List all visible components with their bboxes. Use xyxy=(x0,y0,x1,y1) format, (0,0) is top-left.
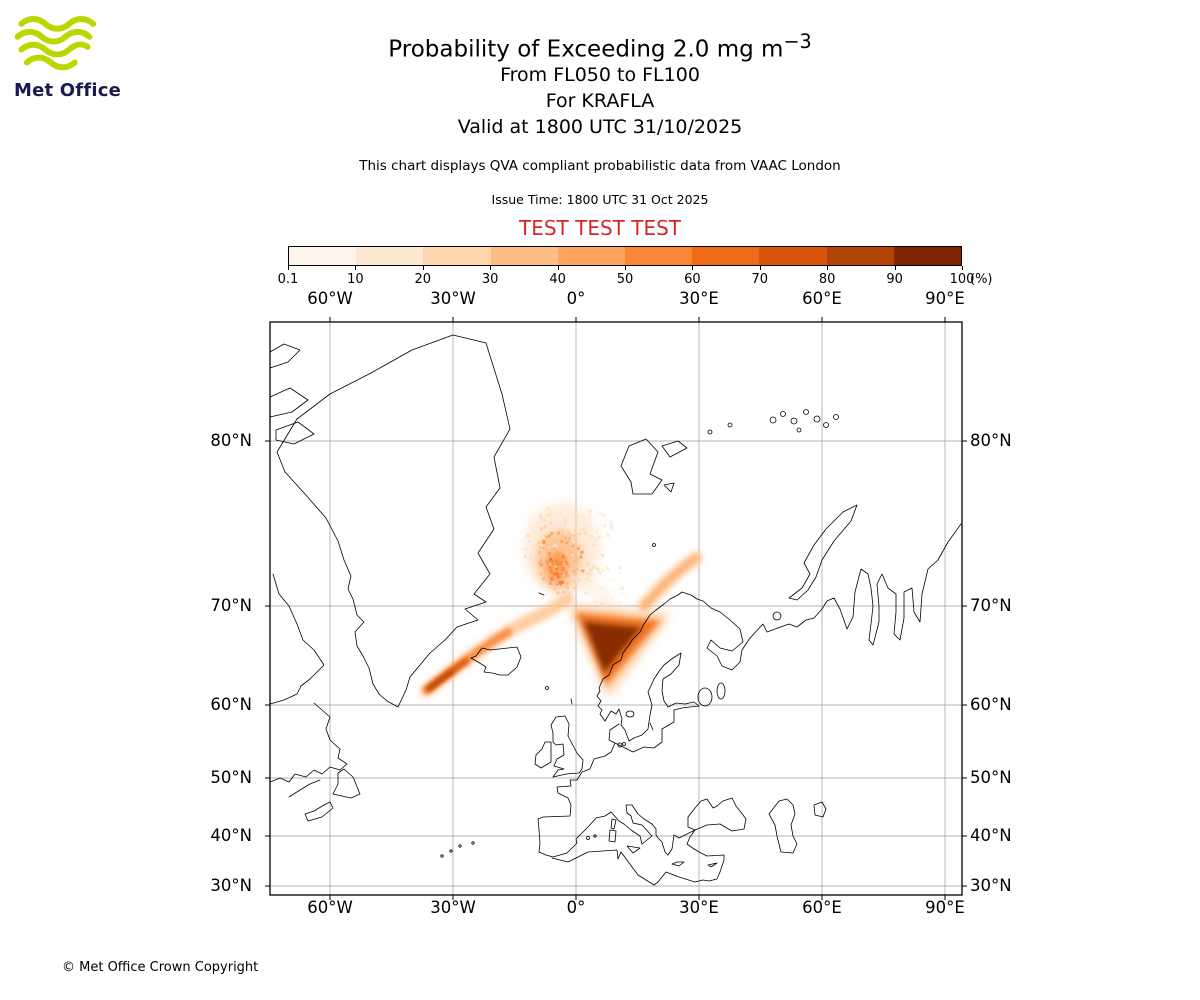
issue-time: Issue Time: 1800 UTC 31 Oct 2025 xyxy=(491,192,709,207)
longitude-label: 90°E xyxy=(925,289,965,308)
subtitle-volcano: For KRAFLA xyxy=(545,90,655,112)
colorbar-tick-label: 50 xyxy=(600,266,650,287)
subtitle-flight-levels: From FL050 to FL100 xyxy=(500,64,700,86)
colorbar-segment xyxy=(490,247,558,265)
latitude-label: 30°N xyxy=(970,876,1012,895)
colorbar-segments xyxy=(288,246,962,266)
latitude-label: 30°N xyxy=(210,876,252,895)
latitude-label: 40°N xyxy=(210,826,252,845)
colorbar-tick-label: 100 xyxy=(937,266,987,287)
copyright-text: © Met Office Crown Copyright xyxy=(62,960,259,975)
longitude-label: 0° xyxy=(566,898,586,917)
latitude-label: 60°N xyxy=(210,695,252,714)
latitude-label: 50°N xyxy=(970,768,1012,787)
title-exponent: −3 xyxy=(783,30,812,53)
longitude-label: 60°E xyxy=(802,289,842,308)
met-office-waves-icon xyxy=(14,16,97,71)
colorbar-tick-label: 20 xyxy=(398,266,448,287)
longitude-label: 30°W xyxy=(430,289,476,308)
qva-note: This chart displays QVA compliant probab… xyxy=(359,158,841,174)
coastlines xyxy=(269,334,962,886)
latitude-label: 70°N xyxy=(970,596,1012,615)
latitude-label: 80°N xyxy=(970,431,1012,450)
colorbar-segment xyxy=(423,247,491,265)
longitude-label: 30°E xyxy=(679,898,719,917)
longitude-label: 30°E xyxy=(679,289,719,308)
colorbar-segment xyxy=(893,247,962,265)
colorbar-tick-label: 0.1 xyxy=(263,266,313,287)
colorbar-tick-label: 60 xyxy=(667,266,717,287)
longitude-label: 0° xyxy=(566,289,586,308)
met-office-logo: Met Office xyxy=(14,16,134,101)
subtitle-valid-time: Valid at 1800 UTC 31/10/2025 xyxy=(457,116,743,138)
colorbar-segment xyxy=(759,247,827,265)
colorbar-tick-label: 80 xyxy=(802,266,852,287)
diffuse-plume-speckles xyxy=(522,507,632,606)
colorbar-tick-label: 10 xyxy=(330,266,380,287)
colorbar-tick-label: 30 xyxy=(465,266,515,287)
ash-plume-norway xyxy=(568,550,704,697)
colorbar-tick-labels: 0.1 10 20 30 40 50 60 70 80 90 100 xyxy=(278,266,974,288)
colorbar-segment xyxy=(692,247,760,265)
map-canvas xyxy=(265,317,967,900)
colorbar-segment xyxy=(557,247,626,265)
latitude-label: 80°N xyxy=(210,431,252,450)
colorbar-unit: (%) xyxy=(970,272,993,287)
bottom-lon-labels: 60°W 30°W 0° 30°E 60°E 90°E xyxy=(270,898,965,920)
map-border xyxy=(269,321,963,896)
page-title: Probability of Exceeding 2.0 mg m−3 xyxy=(0,30,1200,63)
longitude-label: 30°W xyxy=(430,898,476,917)
latitude-label: 60°N xyxy=(970,695,1012,714)
axis-ticks xyxy=(265,317,967,900)
colorbar-segment xyxy=(356,247,424,265)
right-lat-labels: 80°N 70°N 60°N 50°N 40°N 30°N xyxy=(968,322,1034,895)
colorbar-tick-label: 70 xyxy=(735,266,785,287)
longitude-label: 90°E xyxy=(925,898,965,917)
colorbar-segment xyxy=(289,247,357,265)
colorbar-tick-label: 40 xyxy=(533,266,583,287)
left-lat-labels: 80°N 70°N 60°N 50°N 40°N 30°N xyxy=(192,322,258,895)
top-lon-labels: 60°W 30°W 0° 30°E 60°E 90°E xyxy=(270,289,965,311)
ash-plume-arc xyxy=(419,566,618,698)
latitude-label: 40°N xyxy=(970,826,1012,845)
test-banner: TEST TEST TEST xyxy=(518,216,681,240)
longitude-label: 60°W xyxy=(307,898,353,917)
latitude-label: 50°N xyxy=(210,768,252,787)
latitude-label: 70°N xyxy=(210,596,252,615)
colorbar-segment xyxy=(826,247,894,265)
longitude-label: 60°W xyxy=(307,289,353,308)
longitude-label: 60°E xyxy=(802,898,842,917)
title-text: Probability of Exceeding 2.0 mg m xyxy=(388,36,784,63)
logo-text: Met Office xyxy=(14,80,122,101)
colorbar-segment xyxy=(625,247,693,265)
colorbar-tick-label: 90 xyxy=(870,266,920,287)
